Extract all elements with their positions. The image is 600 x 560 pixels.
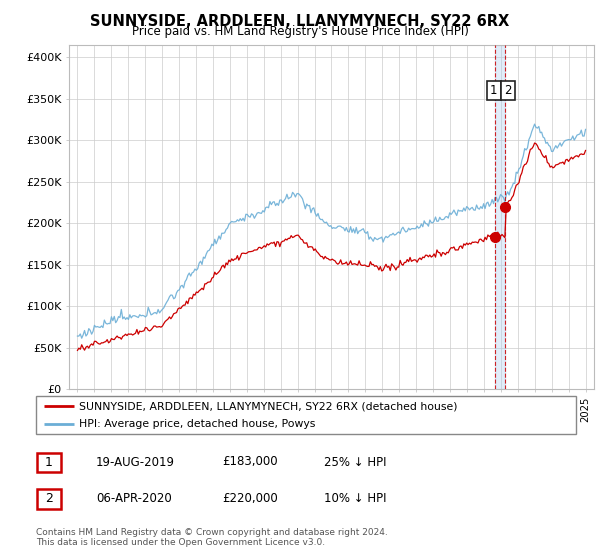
Text: 2: 2: [504, 84, 512, 97]
Text: Price paid vs. HM Land Registry's House Price Index (HPI): Price paid vs. HM Land Registry's House …: [131, 25, 469, 38]
Text: 1: 1: [490, 84, 497, 97]
Bar: [495, 45, 505, 389]
Text: 19-AUG-2019: 19-AUG-2019: [96, 455, 175, 469]
Text: 10% ↓ HPI: 10% ↓ HPI: [324, 492, 386, 505]
Text: £183,000: £183,000: [222, 455, 278, 469]
FancyBboxPatch shape: [37, 453, 61, 472]
Text: 25% ↓ HPI: 25% ↓ HPI: [324, 455, 386, 469]
FancyBboxPatch shape: [37, 489, 61, 508]
FancyBboxPatch shape: [36, 396, 576, 434]
Text: SUNNYSIDE, ARDDLEEN, LLANYMYNECH, SY22 6RX (detached house): SUNNYSIDE, ARDDLEEN, LLANYMYNECH, SY22 6…: [79, 401, 458, 411]
Text: 2: 2: [44, 492, 53, 506]
Text: Contains HM Land Registry data © Crown copyright and database right 2024.
This d: Contains HM Land Registry data © Crown c…: [36, 528, 388, 547]
Text: £220,000: £220,000: [222, 492, 278, 505]
Text: HPI: Average price, detached house, Powys: HPI: Average price, detached house, Powy…: [79, 419, 316, 429]
Text: 1: 1: [44, 456, 53, 469]
Text: SUNNYSIDE, ARDDLEEN, LLANYMYNECH, SY22 6RX: SUNNYSIDE, ARDDLEEN, LLANYMYNECH, SY22 6…: [91, 14, 509, 29]
Text: 06-APR-2020: 06-APR-2020: [96, 492, 172, 505]
